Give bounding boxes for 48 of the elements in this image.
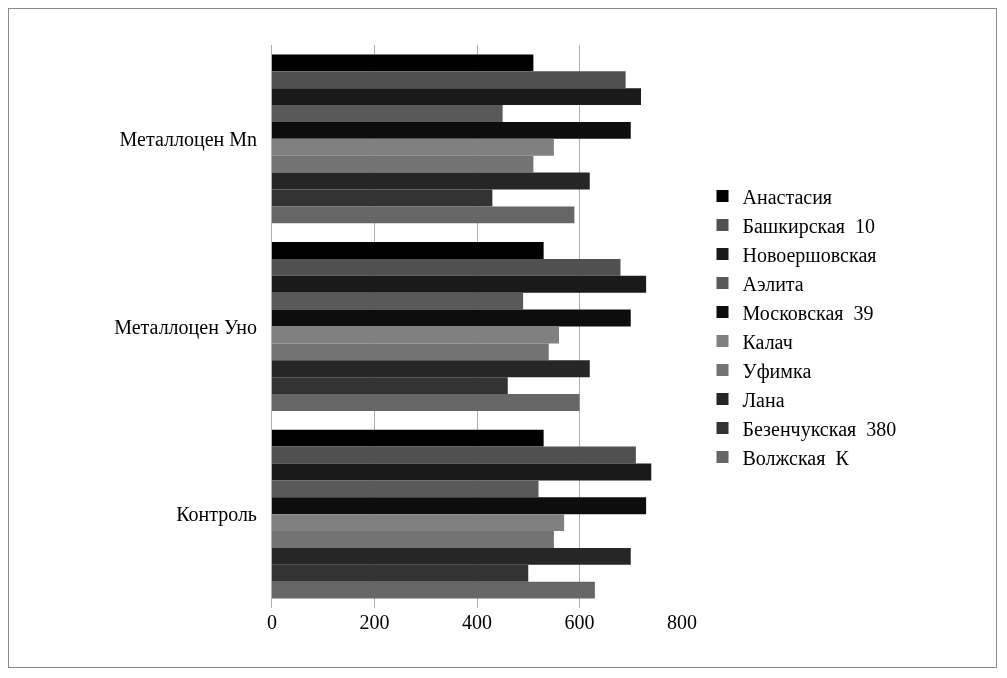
legend-label: Волжская К [742, 446, 850, 469]
bar [272, 121, 631, 139]
bar [272, 172, 590, 190]
bar [272, 581, 595, 599]
x-tick-label: 800 [667, 611, 697, 633]
legend-label: Калач [742, 330, 793, 353]
bar [272, 463, 652, 481]
bar [272, 292, 524, 310]
bar [272, 155, 534, 173]
bar [272, 71, 626, 89]
bar [272, 54, 534, 72]
legend-label: Лана [742, 388, 785, 411]
bar [272, 343, 549, 361]
bar [272, 429, 544, 447]
bar [272, 514, 565, 532]
bar [272, 446, 636, 464]
y-tick-label: Металлоцен Уно [114, 315, 267, 339]
bar [272, 189, 493, 207]
bar [272, 480, 539, 498]
x-tick-label: 600 [564, 611, 595, 633]
bar [272, 309, 631, 327]
bar [272, 564, 529, 582]
bar [272, 242, 544, 259]
bar [272, 547, 631, 565]
bar [272, 326, 559, 344]
bar [272, 531, 554, 548]
bar [272, 105, 503, 122]
legend-label: Московская 39 [742, 301, 874, 324]
bar [272, 360, 590, 378]
bar [272, 497, 647, 515]
legend-label: Уфимка [742, 359, 812, 383]
legend-label: Новоершовская [742, 243, 877, 267]
y-tick-label: Металлоцен Mn [119, 127, 267, 151]
bar [272, 258, 621, 276]
legend-label: Башкирская 10 [742, 214, 876, 238]
bar [272, 377, 508, 395]
bar [272, 275, 647, 293]
legend-label: Аэлита [742, 272, 804, 295]
legend-label: Анастасия [742, 185, 833, 208]
x-tick-label: 400 [462, 611, 492, 633]
bar [272, 138, 554, 156]
y-tick-label: Контроль [176, 503, 267, 527]
bar [272, 88, 641, 106]
legend-label: Безенчукская 380 [742, 417, 897, 441]
x-tick-label: 200 [359, 611, 390, 633]
x-tick-label: 0 [267, 611, 277, 633]
bar [272, 394, 580, 411]
bar [272, 206, 575, 224]
